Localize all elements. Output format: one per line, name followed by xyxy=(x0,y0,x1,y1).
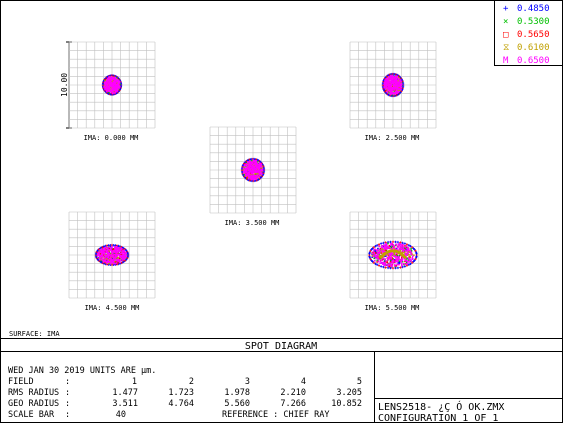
legend-item-1: 0.4850 xyxy=(517,4,550,14)
spot-cluster xyxy=(381,72,405,98)
field-value: 2 xyxy=(189,377,194,387)
legend-box xyxy=(494,0,563,66)
field-label: IMA: 0.000 MM xyxy=(84,134,139,142)
scale-row-colon: : xyxy=(65,410,70,420)
info-table: WED JAN 30 2019 UNITS ARE µm. FIELD : 1 … xyxy=(8,366,362,420)
lens-file-name: LENS2518- ¿Ç Ó OK.ZMX xyxy=(378,400,504,413)
surface-label: SURFACE: IMA xyxy=(9,330,60,338)
legend-marker-1: + xyxy=(503,4,509,14)
legend-marker-5: M xyxy=(503,56,509,66)
spot-cluster xyxy=(101,74,123,96)
geo-value: 4.764 xyxy=(168,399,194,409)
field-row-colon: : xyxy=(65,377,70,387)
spot-panel-field-2: IMA: 2.500 MM xyxy=(349,41,437,142)
rms-value: 2.210 xyxy=(280,388,306,398)
rms-value: 3.205 xyxy=(336,388,362,398)
scale-bar-value: 40 xyxy=(116,410,126,420)
legend-item-2: 0.5300 xyxy=(517,17,550,27)
rms-value: 1.978 xyxy=(224,388,250,398)
panel-grid xyxy=(209,126,297,214)
legend: + 0.4850 × 0.5300 □ 0.5650 ⧖ 0.6100 M 0.… xyxy=(494,0,563,66)
rms-row-colon: : xyxy=(65,388,70,398)
field-label: IMA: 5.500 MM xyxy=(365,304,420,312)
legend-marker-2: × xyxy=(503,17,508,27)
spot-panel-field-4: IMA: 4.500 MM xyxy=(68,211,156,312)
panel-grid xyxy=(68,41,156,129)
configuration-text: CONFIGURATION 1 OF 1 xyxy=(378,413,498,424)
field-value: 5 xyxy=(357,377,362,387)
legend-item-3: 0.5650 xyxy=(517,30,550,40)
legend-marker-4: ⧖ xyxy=(503,43,509,53)
field-value: 3 xyxy=(245,377,250,387)
legend-item-5: 0.6500 xyxy=(517,56,550,66)
field-label: IMA: 4.500 MM xyxy=(85,304,140,312)
scale-row-label: SCALE BAR xyxy=(8,410,55,420)
geo-row-colon: : xyxy=(65,399,70,409)
spot-panel-field-3: IMA: 3.500 MM xyxy=(209,126,297,227)
spot-cluster xyxy=(368,240,418,270)
geo-value: 5.560 xyxy=(224,399,250,409)
info-block-frame xyxy=(0,338,563,423)
rms-value: 1.477 xyxy=(112,388,138,398)
field-label: IMA: 3.500 MM xyxy=(225,219,280,227)
field-row-label: FIELD xyxy=(8,377,34,387)
spot-panel-field-5: IMA: 5.500 MM xyxy=(349,211,437,312)
field-value: 1 xyxy=(132,377,137,387)
legend-item-4: 0.6100 xyxy=(517,43,550,53)
spot-cluster xyxy=(240,157,266,183)
spot-cluster xyxy=(94,243,130,267)
geo-value: 7.266 xyxy=(280,399,306,409)
rms-row-label: RMS RADIUS xyxy=(8,388,59,398)
reference-text: REFERENCE : CHIEF RAY xyxy=(222,410,329,420)
field-value: 4 xyxy=(301,377,306,387)
field-label: IMA: 2.500 MM xyxy=(365,134,420,142)
spot-panel-field-1: IMA: 0.000 MM xyxy=(68,41,156,142)
diagram-title: SPOT DIAGRAM xyxy=(245,341,317,352)
geo-value: 3.511 xyxy=(112,399,138,409)
rms-value: 1.723 xyxy=(168,388,194,398)
geo-value: 10.852 xyxy=(331,399,362,409)
scale-bar-label: 10.00 xyxy=(60,73,69,97)
legend-marker-3: □ xyxy=(503,30,509,40)
geo-row-label: GEO RADIUS xyxy=(8,399,59,409)
date-units-line: WED JAN 30 2019 UNITS ARE µm. xyxy=(8,366,156,376)
